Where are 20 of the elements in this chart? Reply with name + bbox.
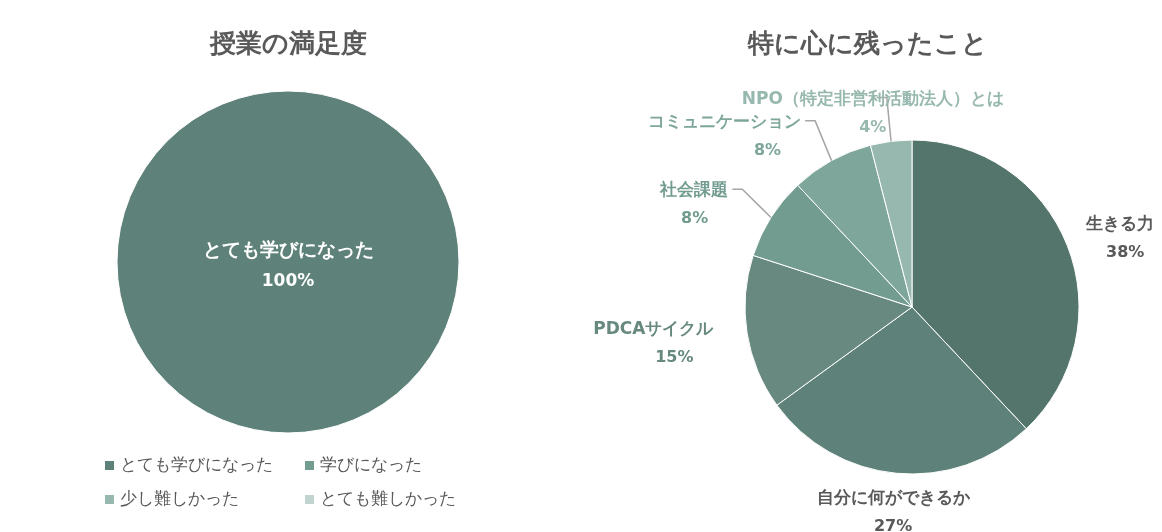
data-label: 27% (873, 516, 913, 532)
legend-label: 少し難しかった (120, 488, 239, 508)
data-label: 100% (261, 270, 315, 290)
data-label: 38% (1106, 242, 1145, 262)
slice-label: とても学びになった (202, 238, 374, 260)
slice-label: 社会課題 (659, 179, 729, 200)
slice-label: NPO（特定非営利活動法人）とは (741, 87, 1004, 108)
chart-title: 特に心に残ったこと (747, 28, 988, 58)
legend-label: とても学びになった (120, 454, 273, 474)
legend-label: とても難しかった (320, 488, 456, 508)
chart-title: 授業の満足度 (208, 28, 367, 58)
data-label: 8% (754, 139, 782, 159)
data-label: 8% (681, 208, 709, 228)
data-label: 15% (655, 347, 694, 367)
data-label: 4% (859, 116, 887, 136)
legend-label: 学びになった (320, 454, 422, 474)
slice-label: PDCAサイクル (593, 318, 715, 339)
slice-label: 生きる力 (1085, 213, 1154, 234)
slice-label: コミュニケーション (648, 110, 802, 131)
slice-label: 自分に何ができるか (816, 487, 971, 508)
